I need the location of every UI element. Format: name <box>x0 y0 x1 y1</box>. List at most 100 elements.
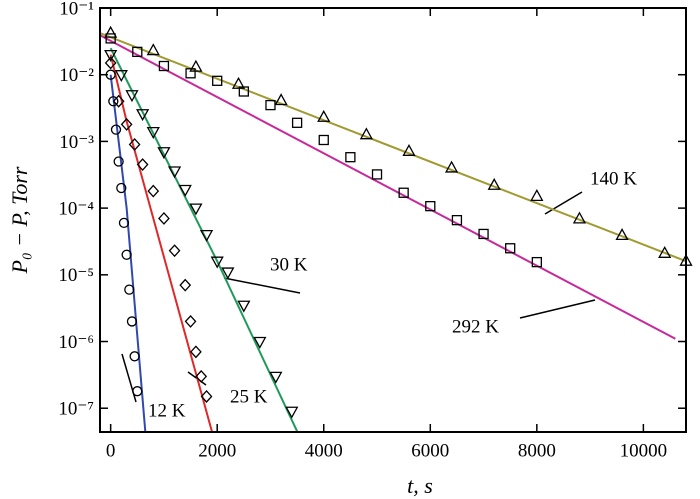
data-point <box>200 390 213 403</box>
x-tick-label: 0 <box>106 440 116 461</box>
data-point <box>136 109 150 122</box>
data-point <box>531 256 542 268</box>
data-point <box>136 158 149 172</box>
data-point <box>371 169 383 180</box>
fit-line <box>109 54 213 432</box>
data-point <box>189 203 203 216</box>
data-point <box>104 25 118 38</box>
data-point <box>285 406 299 419</box>
x-tick-label: 2000 <box>198 440 236 461</box>
data-point <box>291 117 303 128</box>
data-point <box>269 371 283 384</box>
data-point <box>425 200 436 212</box>
data-point <box>190 345 202 359</box>
y-tick-label: 10⁻⁴ <box>58 198 94 219</box>
data-point <box>238 86 249 97</box>
arrow <box>223 277 301 294</box>
data-point <box>121 249 132 260</box>
data-point <box>132 386 143 397</box>
fit-line <box>99 32 687 263</box>
data-point <box>451 214 463 226</box>
data-point <box>445 160 459 173</box>
data-point <box>132 46 143 58</box>
data-point <box>168 244 181 258</box>
data-point <box>104 56 117 70</box>
annotation: 25 K <box>230 386 268 407</box>
data-point <box>398 187 409 198</box>
fit-line <box>99 34 676 340</box>
data-point <box>265 99 276 111</box>
data-point <box>487 177 501 190</box>
annotation: 140 K <box>590 168 637 189</box>
x-tick-label: 8000 <box>518 440 556 461</box>
data-point <box>317 109 331 122</box>
y-axis-label: P₀ − P, Torr <box>7 166 32 274</box>
data-point <box>178 184 192 197</box>
data-point <box>274 93 288 106</box>
arrow <box>519 299 596 319</box>
data-point <box>318 134 329 146</box>
y-tick-label: 10⁻³ <box>59 132 94 153</box>
annotation: 292 K <box>452 316 499 337</box>
data-point <box>345 152 356 163</box>
data-point <box>179 278 192 292</box>
data-point <box>359 127 373 140</box>
data-point <box>530 189 544 202</box>
y-tick-label: 10⁻⁷ <box>58 399 94 420</box>
data-point <box>231 76 246 89</box>
y-tick-label: 10⁻² <box>59 65 94 86</box>
data-point <box>126 316 138 327</box>
data-point <box>615 228 629 241</box>
arrow <box>544 191 583 215</box>
x-axis-label: t, s <box>407 473 433 498</box>
data-point <box>118 217 130 229</box>
plot-frame <box>99 7 687 433</box>
data-point <box>221 267 235 280</box>
data-point <box>158 60 170 72</box>
data-point <box>195 369 208 383</box>
y-tick-label: 10⁻⁵ <box>58 265 94 286</box>
data-point <box>108 96 119 107</box>
x-tick-label: 6000 <box>411 440 449 461</box>
data-point <box>116 182 127 194</box>
data-point <box>114 70 128 83</box>
data-point <box>146 127 160 140</box>
data-point <box>124 284 135 295</box>
data-point <box>128 137 141 151</box>
data-point <box>199 230 214 243</box>
data-point <box>212 75 223 86</box>
data-point <box>129 351 140 362</box>
data-point <box>253 336 267 349</box>
data-point <box>478 228 489 240</box>
data-point <box>237 300 251 313</box>
data-point <box>125 90 139 103</box>
data-point <box>185 68 196 79</box>
data-point <box>189 59 203 72</box>
data-point <box>210 256 224 269</box>
annotation: 30 K <box>270 254 308 275</box>
fit-line <box>109 47 299 432</box>
data-point <box>402 143 416 156</box>
data-point <box>120 117 133 131</box>
x-tick-label: 10000 <box>620 440 668 461</box>
data-point <box>110 124 122 135</box>
data-point <box>157 147 171 160</box>
annotation: 12 K <box>148 400 186 421</box>
data-point <box>113 156 124 167</box>
data-point <box>112 94 125 108</box>
data-point <box>158 211 170 225</box>
data-point <box>167 166 182 179</box>
data-point <box>147 184 160 198</box>
data-point <box>104 49 118 62</box>
annotation-arrows <box>121 191 596 403</box>
data-point <box>105 33 116 44</box>
data-point <box>505 243 516 254</box>
data-point <box>572 211 587 224</box>
data-point <box>658 245 672 258</box>
data-point <box>146 43 160 56</box>
x-tick-label: 4000 <box>305 440 343 461</box>
y-tick-label: 10⁻¹ <box>59 0 94 19</box>
data-point <box>184 314 197 328</box>
y-tick-label: 10⁻⁶ <box>58 332 94 353</box>
